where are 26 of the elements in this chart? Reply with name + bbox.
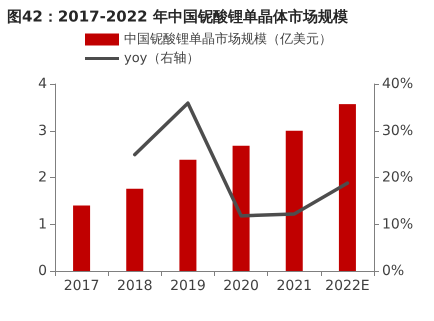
legend-label: 中国铌酸锂单晶市场规模（亿美元） (124, 31, 332, 47)
y2-tick-label: 10% (382, 216, 414, 232)
y2-tick-label: 30% (382, 122, 414, 139)
bar (179, 160, 196, 271)
x-tick-label: 2020 (223, 278, 259, 294)
y-tick-label: 0 (38, 263, 47, 279)
y-tick-label: 3 (38, 122, 47, 139)
bar (73, 206, 90, 271)
x-tick-label: 2018 (116, 278, 153, 294)
y-tick-label: 1 (38, 216, 47, 232)
bar (286, 130, 303, 271)
x-tick-label: 2021 (276, 278, 312, 294)
bar (232, 146, 250, 271)
y-tick-label: 4 (38, 76, 48, 92)
chart-title: 图42：2017-2022 年中国铌酸锂单晶体市场规模 (7, 8, 349, 26)
y-tick-label: 2 (38, 170, 47, 186)
line-series (133, 101, 350, 218)
legend-label: yoy（右轴） (124, 51, 200, 66)
x-tick-label: 2022E (325, 278, 370, 294)
y2-tick-label: 20% (382, 170, 414, 186)
x-tick-label: 2017 (64, 278, 100, 294)
y2-tick-label: 40% (382, 76, 414, 92)
bar (126, 188, 144, 271)
y2-tick-label: 0% (382, 263, 404, 279)
x-tick-label: 2019 (170, 278, 206, 294)
bar (338, 104, 356, 271)
